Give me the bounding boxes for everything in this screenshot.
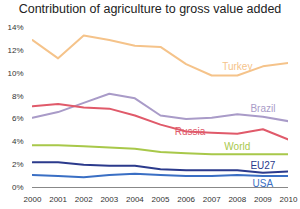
svg-text:8%: 8% [12, 92, 24, 101]
svg-text:2010: 2010 [280, 195, 298, 204]
html-text:Contribution of agriculture to: Contribution of agriculture to gross val… [18, 2, 282, 16]
svg-text:2009: 2009 [254, 195, 272, 204]
svg-text:EU27: EU27 [250, 160, 275, 171]
svg-text:2000: 2000 [24, 195, 42, 204]
svg-text:World: World [224, 141, 250, 152]
svg-text:Russia: Russia [175, 126, 206, 137]
svg-text:14%: 14% [7, 23, 23, 32]
svg-text:6%: 6% [12, 114, 24, 123]
svg-text:2007: 2007 [203, 195, 221, 204]
svg-text:2008: 2008 [228, 195, 246, 204]
svg-text:2%: 2% [12, 160, 24, 169]
svg-text:2001: 2001 [49, 195, 67, 204]
svg-text:0%: 0% [12, 183, 24, 192]
svg-text:2006: 2006 [177, 195, 195, 204]
svg-text:USA: USA [253, 178, 274, 189]
svg-text:2005: 2005 [152, 195, 170, 204]
svg-text:12%: 12% [7, 46, 23, 55]
svg-text:4%: 4% [12, 137, 24, 146]
svg-text:10%: 10% [7, 69, 23, 78]
svg-text:2002: 2002 [75, 195, 93, 204]
svg-text:Turkey: Turkey [222, 61, 252, 72]
svg-text:2003: 2003 [100, 195, 118, 204]
svg-text:2004: 2004 [126, 195, 144, 204]
svg-text:Brazil: Brazil [250, 103, 275, 114]
